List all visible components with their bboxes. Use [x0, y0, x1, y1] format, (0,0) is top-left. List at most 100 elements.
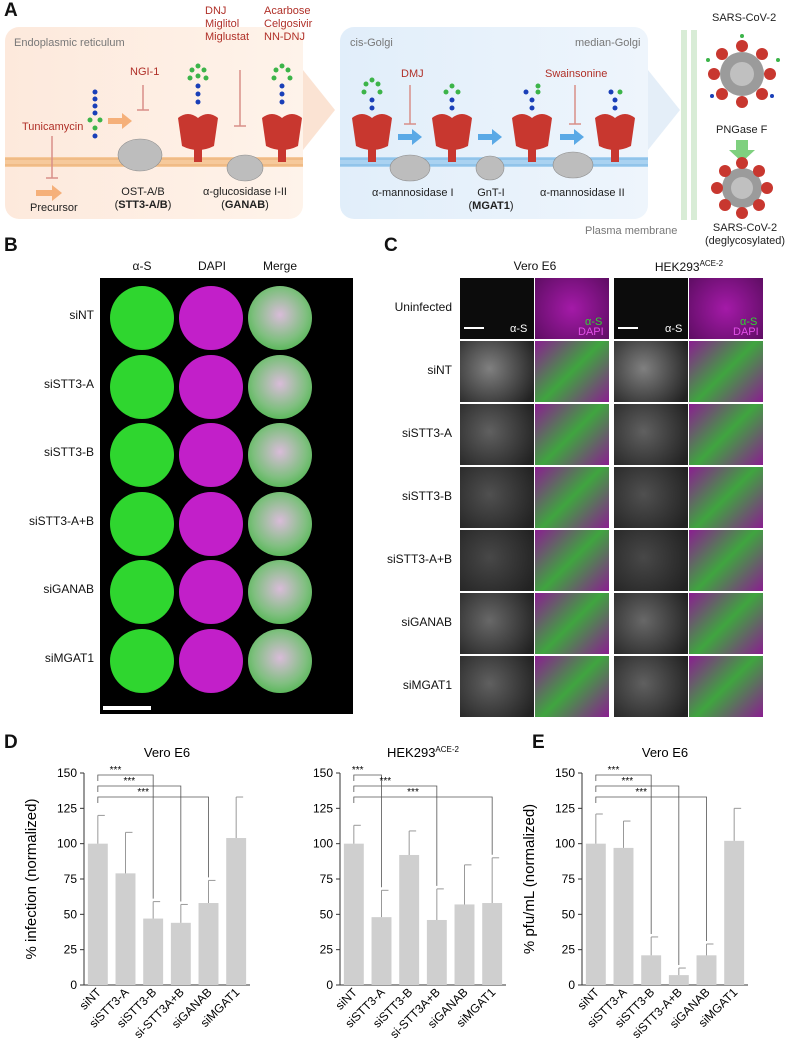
deglycosylated-label: SARS-CoV-2 (deglycosylated) — [704, 222, 786, 247]
virus-particle — [706, 34, 780, 108]
micrograph-merge — [535, 341, 609, 402]
chart-vero-infection: Vero E6 0 25 50 75 100 125 150 % infection (norm… — [23, 745, 250, 1041]
significance-bracket — [595, 774, 652, 934]
micrograph-merge — [689, 593, 763, 654]
micrograph-alpha-s — [614, 530, 688, 591]
bar — [170, 922, 191, 985]
panel-label-a: A — [4, 0, 18, 21]
significance-bracket — [97, 796, 209, 878]
y-tick-label: 50 — [64, 907, 78, 921]
well-merge — [248, 560, 312, 624]
col-merge: Merge — [262, 259, 297, 273]
micrograph-merge — [535, 404, 609, 465]
micrograph-alpha-s — [614, 341, 688, 402]
row-label-b: siNT — [69, 308, 94, 322]
cis-golgi-label: cis-Golgi — [350, 37, 393, 49]
well-dapi — [179, 286, 243, 350]
micrograph-merge — [689, 278, 763, 339]
micrograph-alpha-s — [614, 656, 688, 717]
micrograph-alpha-s — [614, 593, 688, 654]
y-tick-label: 150 — [57, 766, 77, 780]
bar — [226, 838, 247, 985]
row-label-b: siGANAB — [43, 582, 94, 596]
micrograph-merge — [535, 593, 609, 654]
significance-bracket — [595, 785, 680, 966]
well-merge — [248, 491, 312, 556]
row-label-c: siNT — [427, 363, 452, 377]
y-axis-label: % infection (normalized) — [23, 799, 40, 960]
bar — [371, 917, 392, 985]
group-vero: Vero E6 — [513, 259, 557, 273]
dnj-group: DNJ Miglitol Miglustat — [205, 5, 250, 43]
col-alpha-s: α-S — [132, 259, 152, 273]
spike-proteins — [178, 114, 635, 162]
micrograph-alpha-s — [460, 404, 534, 465]
bar — [426, 919, 447, 985]
y-tick-label: 75 — [562, 872, 576, 886]
chart-title: Vero E6 — [642, 745, 688, 760]
panel-label-e: E — [532, 732, 545, 753]
row-label-c: siSTT3-A — [401, 426, 452, 440]
swainsonine-label: Swainsonine — [545, 68, 608, 80]
significance-stars: *** — [608, 765, 620, 776]
significance-stars: *** — [407, 787, 419, 798]
plasma-membrane — [681, 30, 687, 220]
well-alpha-s — [110, 354, 174, 419]
er-arrow — [303, 70, 335, 150]
micrograph-alpha-s — [460, 656, 534, 717]
micrograph-alpha-s — [460, 467, 534, 528]
micrograph-merge — [689, 341, 763, 402]
micrograph-alpha-s — [460, 341, 534, 402]
micrograph-merge — [535, 656, 609, 717]
significance-bracket — [353, 785, 438, 886]
y-tick-label: 25 — [64, 943, 78, 957]
chart-vero-pfu: Vero E6 0 25 50 75 100 125 150 % pfu/mL (normali… — [521, 745, 748, 1041]
chart-title: HEK293ACE-2 — [387, 745, 460, 760]
bar — [613, 847, 634, 985]
row-label-b: siSTT3-B — [43, 445, 94, 459]
y-tick-label: 25 — [320, 943, 334, 957]
y-tick-label: 75 — [320, 872, 334, 886]
well-alpha-s — [110, 628, 174, 693]
pngase-label: PNGase F — [716, 124, 768, 136]
sars-label: SARS-CoV-2 — [712, 12, 777, 24]
panel-label-b: B — [4, 235, 18, 256]
significance-stars: *** — [379, 776, 391, 787]
y-tick-label: 0 — [70, 978, 77, 992]
y-tick-label: 100 — [313, 837, 333, 851]
micrograph-alpha-s — [460, 593, 534, 654]
y-tick-label: 150 — [555, 766, 575, 780]
bar — [585, 843, 606, 985]
bar — [87, 843, 108, 985]
er-label: Endoplasmic reticulum — [14, 37, 125, 49]
inhibition-markers — [46, 70, 581, 179]
micrograph-alpha-s — [614, 467, 688, 528]
bar — [198, 903, 219, 985]
stain-label-alpha-s: α-S — [665, 323, 683, 335]
y-tick-label: 125 — [57, 801, 77, 815]
micrograph-merge — [689, 530, 763, 591]
stain-label-dapi: DAPI — [733, 326, 759, 338]
dmj-label: DMJ — [401, 68, 424, 80]
gnt-label: GnT-I (MGAT1) — [468, 187, 514, 212]
bar — [641, 955, 662, 985]
well-merge — [248, 423, 312, 487]
micrograph-merge — [689, 467, 763, 528]
stain-label-dapi: DAPI — [578, 326, 604, 338]
row-label-c: siGANAB — [401, 615, 452, 629]
significance-stars: *** — [137, 787, 149, 798]
glycan-precursor — [87, 89, 103, 139]
stain-label-merge-alpha-s: α-S — [585, 316, 603, 328]
row-label-c: siSTT3-B — [401, 489, 452, 503]
stain-label-merge-alpha-s: α-S — [740, 316, 758, 328]
chart-title: Vero E6 — [144, 745, 190, 760]
row-label-c: siMGAT1 — [402, 678, 452, 692]
golgi-process-arrows — [398, 129, 584, 145]
row-label-b: siSTT3-A+B — [28, 513, 94, 528]
well-merge — [248, 354, 312, 419]
micrograph-merge — [689, 656, 763, 717]
y-tick-label: 75 — [64, 872, 78, 886]
acarbose-group: Acarbose Celgosivir NN-DNJ — [264, 5, 313, 43]
micrograph-alpha-s — [614, 404, 688, 465]
well-dapi — [179, 354, 243, 419]
